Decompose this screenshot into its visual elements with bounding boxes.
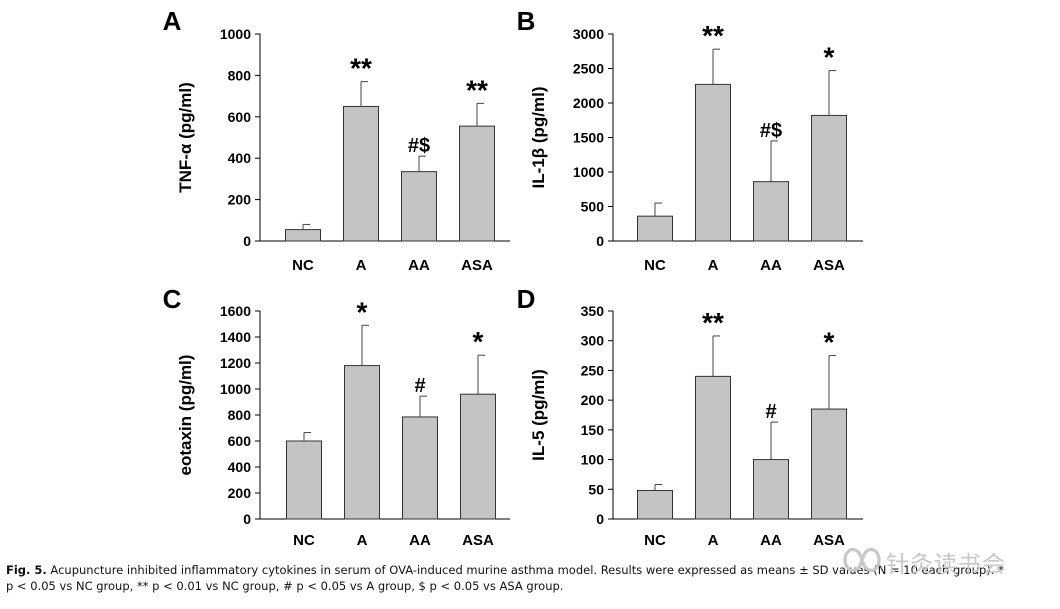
panel-letter: D [517, 284, 536, 314]
y-tick-label: 200 [581, 392, 605, 408]
y-tick-label: 350 [581, 303, 605, 319]
category-label: A [356, 257, 367, 274]
y-tick-label: 600 [228, 109, 252, 125]
y-tick-label: 1000 [573, 164, 604, 180]
significance-label: ** [702, 20, 724, 51]
significance-label: # [414, 375, 425, 397]
category-label: AA [409, 532, 431, 549]
y-axis-label: IL-1β (pg/ml) [529, 87, 548, 189]
figure-caption: Fig. 5. Acupuncture inhibited inflammato… [6, 562, 1056, 594]
significance-label: * [824, 42, 835, 73]
watermark: 针灸读书会 [838, 538, 1058, 582]
bar [753, 459, 789, 520]
y-axis-label: eotaxin (pg/ml) [176, 355, 195, 476]
y-tick-label: 0 [596, 511, 604, 527]
y-tick-label: 200 [228, 192, 252, 208]
y-tick-label: 2500 [573, 61, 604, 77]
y-tick-label: 100 [581, 452, 605, 468]
y-tick-label: 0 [243, 511, 251, 527]
bar [695, 83, 731, 242]
significance-label: * [824, 327, 835, 358]
y-tick-label: 1200 [220, 355, 251, 371]
y-tick-label: 1000 [220, 381, 251, 397]
caption-text-1: Acupuncture inhibited inflammatory cytok… [46, 563, 1004, 577]
significance-label: ** [702, 307, 724, 338]
significance-label: * [357, 296, 368, 327]
y-axis-label: TNF-α (pg/ml) [176, 82, 195, 193]
y-tick-label: 2000 [573, 95, 604, 111]
category-label: A [708, 257, 719, 274]
caption-text-2: p < 0.05 vs NC group, ** p < 0.01 vs NC … [6, 579, 564, 593]
category-label: AA [760, 532, 782, 549]
significance-label: #$ [760, 120, 782, 142]
y-tick-label: 400 [228, 459, 252, 475]
y-tick-label: 1400 [220, 329, 251, 345]
category-label: ASA [813, 532, 845, 549]
significance-label: * [473, 326, 484, 357]
y-tick-label: 50 [588, 481, 604, 497]
category-label: NC [644, 257, 666, 274]
category-label: ASA [813, 257, 845, 274]
y-tick-label: 200 [228, 485, 252, 501]
panel-letter: A [163, 6, 182, 36]
bar [459, 125, 495, 242]
category-label: A [357, 532, 368, 549]
y-tick-label: 3000 [573, 26, 604, 42]
category-label: NC [644, 532, 666, 549]
bar [753, 181, 789, 242]
caption-line-1: Fig. 5. Acupuncture inhibited inflammato… [6, 562, 1056, 578]
y-tick-label: 600 [228, 433, 252, 449]
y-tick-label: 0 [596, 233, 604, 249]
panel-letter: B [517, 6, 536, 36]
category-label: NC [293, 532, 315, 549]
bar [695, 375, 731, 520]
category-label: NC [292, 257, 314, 274]
y-tick-label: 0 [243, 233, 251, 249]
y-tick-label: 250 [581, 362, 605, 378]
category-label: AA [760, 257, 782, 274]
bar [286, 440, 322, 520]
bar [637, 489, 673, 520]
y-tick-label: 1500 [573, 130, 604, 146]
panel-letter: C [163, 284, 182, 314]
y-tick-label: 1600 [220, 303, 251, 319]
bar [343, 105, 379, 242]
significance-label: ** [350, 53, 372, 84]
category-label: AA [408, 257, 430, 274]
y-tick-label: 150 [581, 422, 605, 438]
category-label: A [708, 532, 719, 549]
panel-a: A TNF-α (pg/ml) 0 200 400 600 800 1000 NC ** A #$ AA… [163, 6, 510, 274]
panel-d: D IL-5 (pg/ml) 0 50 100 150 200 250 300 350 NC ** A #… [517, 284, 863, 549]
bar [344, 365, 380, 520]
significance-label: ** [466, 74, 488, 105]
category-label: ASA [462, 532, 494, 549]
y-tick-label: 800 [228, 407, 252, 423]
bar [811, 408, 847, 520]
bar [285, 229, 321, 242]
wechat-channel-icon [843, 548, 881, 572]
category-label: ASA [461, 257, 493, 274]
bar [637, 215, 673, 242]
panel-b: B IL-1β (pg/ml) 0 500 1000 1500 2000 2500 3000 NC… [517, 6, 863, 274]
y-tick-label: 400 [228, 150, 252, 166]
y-tick-label: 500 [581, 199, 605, 215]
y-tick-label: 1000 [220, 26, 251, 42]
watermark-text: 针灸读书会 [886, 552, 1006, 578]
caption-label: Fig. 5. [6, 563, 47, 577]
y-tick-label: 800 [228, 67, 252, 83]
significance-label: #$ [408, 135, 430, 157]
y-axis-label: IL-5 (pg/ml) [529, 369, 548, 461]
bar [401, 171, 437, 242]
bar [460, 393, 496, 520]
y-tick-label: 300 [581, 333, 605, 349]
bar [402, 416, 438, 520]
bar [811, 114, 847, 242]
significance-label: # [765, 401, 776, 423]
